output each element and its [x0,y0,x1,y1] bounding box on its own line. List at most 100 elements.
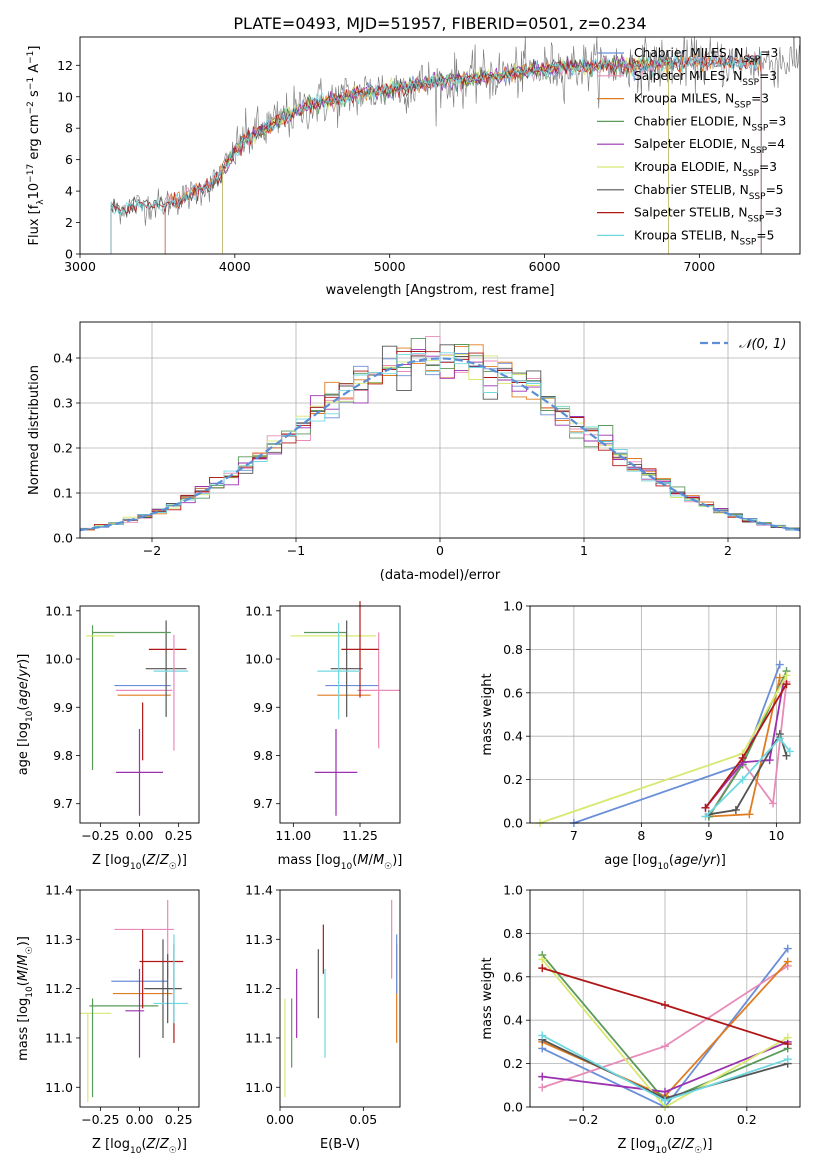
weight-marker [538,1083,547,1092]
weight_vs_age-axes: 7 8 9 10 0.0 0.2 0.4 0.6 0.8 1.0 [503,599,800,843]
weight-marker [738,753,747,762]
legend-label: Chabrier ELODIE, NSSP=3 [634,114,786,133]
tick-label-x: 8 [637,828,645,843]
legend-label: Chabrier MILES, NSSP=3 [634,46,778,65]
spectrum-frame [79,36,801,255]
chart-panels: 3000 4000 5000 6000 7000024681012wavelength … [16,36,801,1156]
tick-label-y: 12 [57,58,73,73]
mass_vs_Z-frame [79,889,200,1108]
tick-label-y: 0.4 [503,1013,523,1028]
legend-label: Salpeter MILES, NSSP=3 [634,69,777,88]
legend-label: Kroupa ELODIE, NSSP=3 [634,160,777,179]
x-axis-label: (data-model)/error [380,568,501,583]
weight-marker [765,756,774,765]
tick-label-y: 0.2 [53,441,73,456]
x-axis-label: mass [log10(M/M☉)] [278,853,403,872]
tick-label-y: 0.8 [503,926,523,941]
tick-label-y: 9.8 [53,748,73,763]
age_vs_Z-points [86,620,189,816]
x-axis-label: wavelength [Angstrom, rest frame] [326,283,555,298]
weight-marker [783,957,792,966]
age_vs_Z-frame [79,605,200,824]
weight_vs_Z-frame [529,889,801,1108]
tick-label-x: 0.00 [266,1112,294,1127]
weight-marker [782,671,791,680]
tick-label-y: 8 [65,121,73,136]
tick-label-y: 9.7 [253,796,273,811]
y-axis-label: mass weight [480,957,495,1039]
x-axis-label: Z [log10(Z/Z☉)] [618,1137,713,1156]
weight-marker [783,1055,792,1064]
spectrum-axes: 3000 4000 5000 6000 7000 0 2 4 6 8 10 12 [57,58,715,274]
tick-label-x: 0.00 [126,1112,154,1127]
tick-label-y: 9.9 [53,700,73,715]
x-axis-label: age [log10(age/yr)] [604,853,726,872]
weight-marker [661,1001,669,1010]
tick-label-y: 11.0 [245,1080,273,1095]
tick-label-y: 11.4 [245,883,273,898]
model-line-kroupa-stelib [110,51,762,254]
tick-label-y: 10.1 [45,603,73,618]
tick-label-x: −2 [143,543,161,558]
weight-marker [538,1072,547,1081]
weight-marker [701,803,710,812]
tick-label-x: 10 [768,828,784,843]
tick-label-x: 0.0 [655,1112,675,1127]
weight-marker [701,812,710,821]
tick-label-y: 6 [65,152,73,167]
tick-label-y: 0.0 [503,816,523,831]
weight-marker [782,680,791,689]
tick-label-y: 11.2 [45,981,73,996]
tick-label-x: 6000 [529,259,561,274]
legend: Chabrier MILES, NSSP=3 Salpeter MILES, NS… [597,46,786,247]
tick-label-y: 0.0 [503,1100,523,1115]
residuals-axes: −2 −1 0 1 2 0.0 0.1 0.2 0.3 0.4 [53,322,800,558]
mass_vs_ebv-axes: 0.00 0.05 11.0 11.1 11.2 11.3 11.4 [245,883,377,1128]
tick-label-y: 0.6 [503,685,523,700]
weight-marker [775,660,784,669]
tick-label-x: 3000 [64,259,96,274]
mass_vs_ebv-frame [279,889,401,1108]
weight-marker [661,1096,669,1105]
weight-marker [661,1042,669,1051]
weight-marker [731,805,740,814]
tick-label-y: 0.4 [503,729,523,744]
age_vs_mass-axes: 11.00 11.25 9.7 9.8 9.9 10.0 10.1 [245,603,378,843]
tick-label-y: 11.1 [45,1030,73,1045]
weight-marker [782,751,791,760]
y-axis-label: Normed distribution [27,365,42,495]
legend-label: Salpeter STELIB, NSSP=3 [634,206,782,225]
tick-label-x: 0 [436,543,444,558]
tick-label-y: 10 [57,89,73,104]
tick-label-y: 11.1 [245,1030,273,1045]
x-axis-label: Z [log10(Z/Z☉)] [92,853,187,872]
tick-label-y: 11.4 [45,883,73,898]
tick-label-x: 0.05 [349,1112,377,1127]
tick-label-y: 9.8 [253,748,273,763]
x-axis-label: Z [log10(Z/Z☉)] [92,1137,187,1156]
tick-label-x: 9 [705,828,713,843]
legend-label: Chabrier STELIB, NSSP=5 [634,183,784,202]
tick-label-x: 7000 [683,259,715,274]
tick-label-y: 0.1 [53,486,73,501]
spectrum-lines [110,37,800,254]
weight-marker [775,734,784,743]
weight-marker [538,1031,547,1040]
histogram-kroupa-stelib [80,352,800,532]
legend-label-normal: 𝒩(0, 1) [739,337,786,352]
mass_vs_Z-points [80,899,189,1103]
tick-label-y: 11.2 [245,981,273,996]
weight-marker [783,944,792,953]
tick-label-x: −0.2 [568,1112,598,1127]
tick-label-y: 10.0 [245,652,273,667]
tick-label-x: −0.25 [81,1112,119,1127]
tick-label-y: 0.4 [53,351,73,366]
tick-label-y: 9.9 [253,700,273,715]
tick-label-y: 1.0 [503,599,523,614]
weight-marker [745,810,754,819]
tick-label-y: 11.0 [45,1080,73,1095]
tick-label-x: −0.25 [81,828,119,843]
tick-label-x: −1 [287,543,305,558]
weight-marker [785,747,794,756]
tick-label-y: 11.3 [45,932,73,947]
